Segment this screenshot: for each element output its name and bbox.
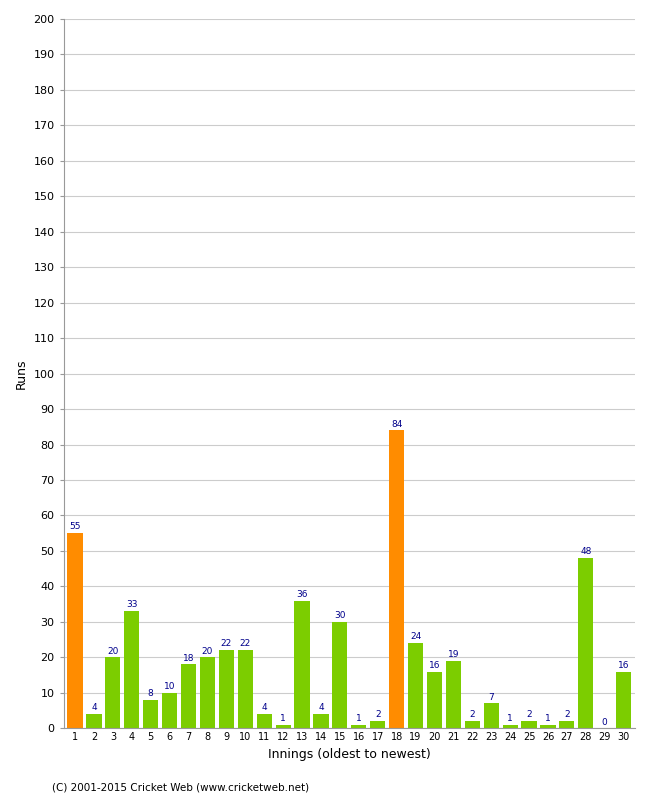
Text: 22: 22 (221, 639, 232, 649)
Text: 16: 16 (618, 661, 629, 670)
Bar (143, 700, 159, 728)
Bar (389, 430, 404, 728)
Bar (257, 714, 272, 728)
Text: 1: 1 (356, 714, 361, 723)
Bar (313, 714, 328, 728)
Text: 33: 33 (126, 601, 138, 610)
Bar (200, 658, 215, 728)
Bar (560, 721, 575, 728)
Bar (86, 714, 101, 728)
Text: 18: 18 (183, 654, 194, 662)
Text: 1: 1 (280, 714, 286, 723)
Text: 1: 1 (507, 714, 513, 723)
Bar (502, 725, 517, 728)
Y-axis label: Runs: Runs (15, 358, 28, 389)
Bar (124, 611, 139, 728)
Bar (578, 558, 593, 728)
Text: 20: 20 (202, 646, 213, 655)
Bar (181, 665, 196, 728)
Bar (162, 693, 177, 728)
Text: 2: 2 (375, 710, 380, 719)
Bar (465, 721, 480, 728)
Text: 8: 8 (148, 689, 153, 698)
Bar (540, 725, 556, 728)
Bar (105, 658, 120, 728)
Text: 84: 84 (391, 420, 402, 429)
Text: 19: 19 (448, 650, 459, 659)
Text: 4: 4 (91, 703, 97, 712)
Bar (294, 601, 309, 728)
Text: 4: 4 (318, 703, 324, 712)
Text: 36: 36 (296, 590, 308, 599)
Text: 24: 24 (410, 632, 421, 642)
Text: 7: 7 (488, 693, 494, 702)
Text: 2: 2 (469, 710, 475, 719)
Bar (521, 721, 537, 728)
Bar (370, 721, 385, 728)
Text: 16: 16 (429, 661, 440, 670)
Text: 2: 2 (564, 710, 569, 719)
Text: 4: 4 (261, 703, 267, 712)
Bar (332, 622, 348, 728)
Text: 20: 20 (107, 646, 118, 655)
Bar (68, 534, 83, 728)
X-axis label: Innings (oldest to newest): Innings (oldest to newest) (268, 748, 431, 761)
Bar (446, 661, 461, 728)
Bar (238, 650, 253, 728)
Text: 0: 0 (602, 718, 608, 726)
Text: 2: 2 (526, 710, 532, 719)
Bar (484, 703, 499, 728)
Text: (C) 2001-2015 Cricket Web (www.cricketweb.net): (C) 2001-2015 Cricket Web (www.cricketwe… (52, 782, 309, 792)
Text: 30: 30 (334, 611, 346, 620)
Bar (427, 671, 442, 728)
Bar (351, 725, 367, 728)
Text: 10: 10 (164, 682, 176, 691)
Bar (219, 650, 234, 728)
Text: 1: 1 (545, 714, 551, 723)
Bar (408, 643, 423, 728)
Text: 22: 22 (240, 639, 251, 649)
Text: 55: 55 (70, 522, 81, 531)
Bar (616, 671, 631, 728)
Bar (276, 725, 291, 728)
Text: 48: 48 (580, 547, 592, 556)
